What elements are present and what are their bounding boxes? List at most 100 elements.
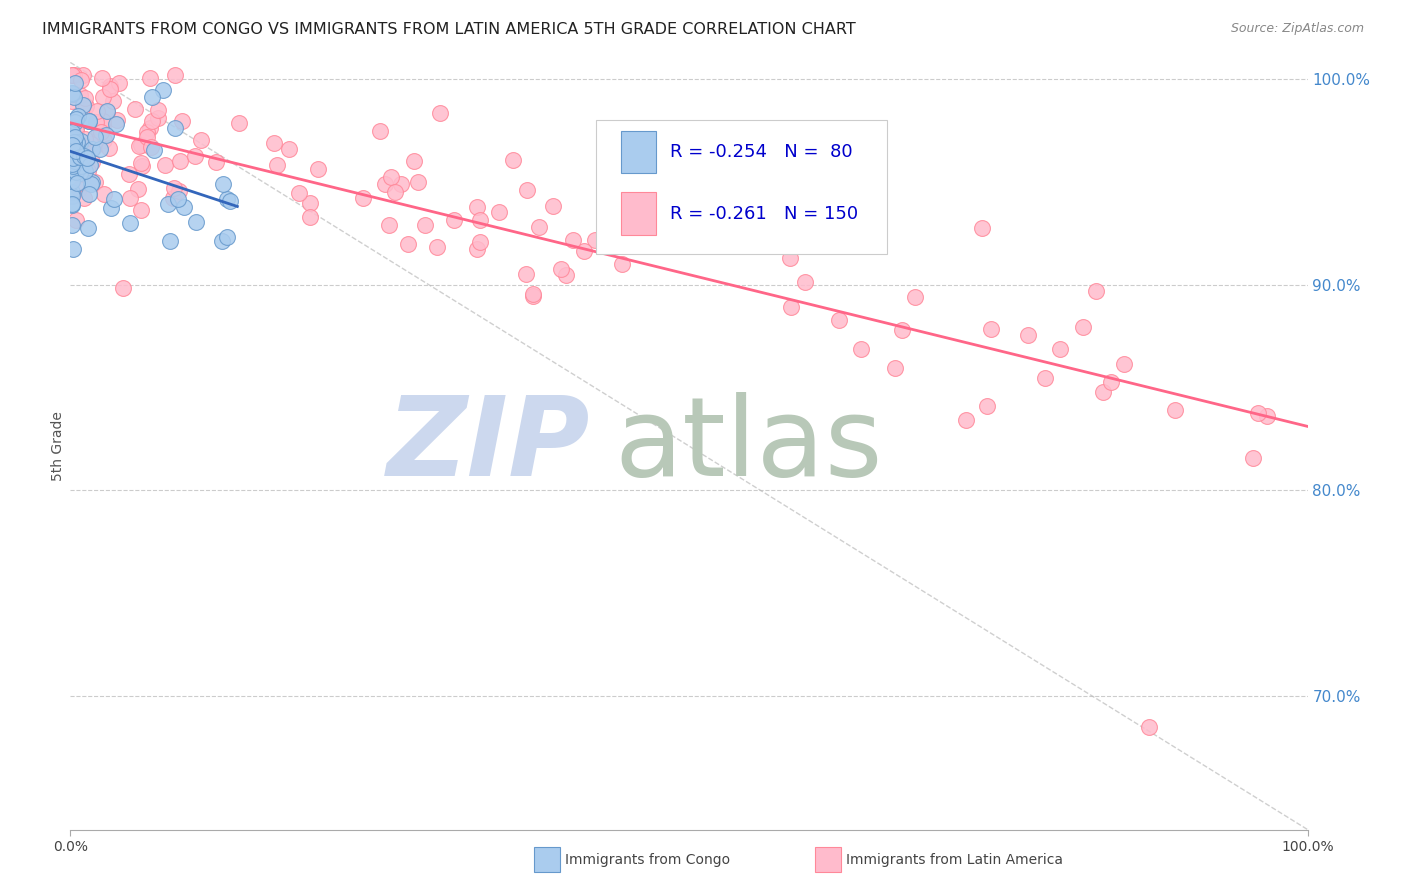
Point: [84, 115, 107, 129]
Point: [62, 153, 84, 167]
Point: [118, 167, 141, 181]
Point: [1137, 720, 1160, 734]
Y-axis label: 5th Grade: 5th Grade: [51, 411, 65, 481]
Point: [465, 242, 488, 256]
Point: [60, 196, 83, 211]
Point: [70, 134, 93, 148]
Point: [75, 99, 97, 113]
Point: [105, 117, 128, 131]
Point: [60, 132, 83, 146]
Point: [212, 178, 235, 192]
Point: [139, 140, 162, 154]
Point: [127, 182, 149, 196]
Point: [522, 287, 544, 301]
Point: [429, 106, 451, 120]
Point: [129, 138, 152, 153]
Point: [543, 199, 565, 213]
Point: [218, 194, 240, 209]
Text: atlas: atlas: [614, 392, 883, 500]
Point: [163, 180, 186, 194]
Point: [263, 136, 285, 150]
Point: [1164, 402, 1187, 417]
Point: [118, 215, 141, 229]
Point: [800, 227, 823, 242]
Point: [89, 124, 111, 138]
Point: [278, 142, 301, 156]
Point: [63, 130, 86, 145]
Point: [129, 203, 152, 218]
Point: [77, 186, 100, 201]
Point: [97, 141, 120, 155]
Point: [1049, 343, 1071, 357]
Point: [90, 124, 112, 138]
Point: [63, 115, 86, 129]
Point: [165, 68, 187, 82]
Point: [90, 125, 112, 139]
Point: [77, 114, 100, 128]
Point: [60, 131, 83, 145]
Point: [62, 242, 84, 256]
Point: [1033, 370, 1056, 384]
Point: [66, 109, 89, 123]
Point: [84, 175, 107, 189]
Point: [73, 98, 96, 112]
Point: [550, 261, 572, 276]
Text: Immigrants from Latin America: Immigrants from Latin America: [846, 853, 1063, 867]
Point: [65, 165, 87, 179]
Point: [96, 128, 118, 142]
Point: [884, 361, 907, 376]
Point: [93, 186, 115, 201]
Point: [118, 191, 141, 205]
Point: [970, 221, 993, 235]
Point: [79, 158, 101, 172]
Point: [955, 413, 977, 427]
Point: [89, 143, 111, 157]
Point: [173, 200, 195, 214]
Point: [60, 186, 83, 200]
Point: [1073, 320, 1095, 334]
Point: [91, 118, 114, 132]
Point: [128, 139, 150, 153]
Point: [60, 87, 83, 101]
Point: [468, 235, 491, 249]
Point: [67, 147, 90, 161]
Point: [69, 162, 91, 177]
Point: [205, 155, 228, 169]
Point: [77, 114, 100, 128]
Point: [65, 112, 87, 126]
Point: [65, 148, 87, 162]
Point: [167, 184, 190, 198]
Point: [1099, 376, 1122, 390]
Point: [377, 218, 399, 232]
Point: [515, 267, 537, 281]
Point: [62, 132, 84, 146]
Point: [62, 87, 84, 102]
Point: [65, 144, 87, 158]
Point: [62, 159, 84, 173]
Point: [67, 151, 90, 165]
Point: [976, 399, 998, 413]
Point: [288, 186, 311, 200]
Point: [75, 91, 97, 105]
Point: [91, 121, 114, 136]
Point: [60, 157, 83, 171]
Point: [60, 141, 83, 155]
Point: [91, 71, 114, 86]
Point: [163, 121, 186, 136]
Point: [404, 153, 426, 168]
Point: [83, 130, 105, 145]
Point: [65, 153, 87, 167]
Point: [465, 200, 488, 214]
Point: [131, 159, 153, 173]
Point: [157, 197, 180, 211]
Point: [143, 143, 166, 157]
Point: [425, 240, 447, 254]
Point: [98, 79, 121, 94]
Point: [828, 313, 851, 327]
Point: [76, 220, 98, 235]
Point: [60, 125, 83, 139]
Point: [96, 104, 118, 119]
Point: [215, 192, 238, 206]
Point: [307, 162, 329, 177]
Point: [780, 301, 803, 315]
